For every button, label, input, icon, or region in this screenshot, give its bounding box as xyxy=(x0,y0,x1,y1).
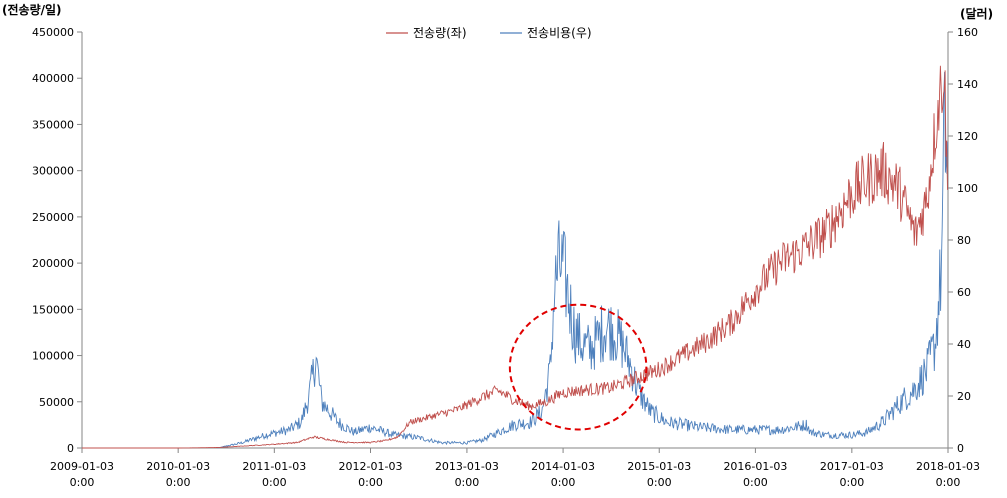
y-left-tick-label: 250000 xyxy=(32,211,74,224)
x-tick-label-time: 0:00 xyxy=(647,476,672,489)
legend-label-0: 전송량(좌) xyxy=(413,26,467,40)
x-tick-label-date: 2009-01-03 xyxy=(50,460,114,473)
x-tick-label-date: 2017-01-03 xyxy=(820,460,884,473)
x-tick-label-time: 0:00 xyxy=(262,476,287,489)
x-tick-label-date: 2011-01-03 xyxy=(242,460,306,473)
x-tick-label-date: 2014-01-03 xyxy=(531,460,595,473)
series-line-0 xyxy=(82,65,948,449)
x-tick-label-date: 2013-01-03 xyxy=(435,460,499,473)
series-layer xyxy=(82,65,949,449)
y-left-tick-label: 200000 xyxy=(32,257,74,270)
y-left-tick-label: 450000 xyxy=(32,26,74,39)
y-left-tick-label: 50000 xyxy=(39,396,74,409)
y-right-tick-label: 100 xyxy=(957,182,978,195)
x-tick-label-date: 2012-01-03 xyxy=(339,460,403,473)
x-tick-label-time: 0:00 xyxy=(358,476,383,489)
y-axis-left-unit: (전송량/일) xyxy=(2,2,62,17)
y-left-tick-label: 350000 xyxy=(32,118,74,131)
series-line-1 xyxy=(217,71,949,449)
x-tick-label-date: 2010-01-03 xyxy=(146,460,210,473)
x-tick-label-date: 2015-01-03 xyxy=(627,460,691,473)
y-right-tick-label: 140 xyxy=(957,78,978,91)
y-right-tick-label: 0 xyxy=(957,442,964,455)
y-right-tick-label: 80 xyxy=(957,234,971,247)
x-tick-label-date: 2018-01-03 xyxy=(916,460,980,473)
y-left-tick-label: 0 xyxy=(67,442,74,455)
y-left-tick-label: 400000 xyxy=(32,72,74,85)
x-tick-label-time: 0:00 xyxy=(455,476,480,489)
highlight-ellipse xyxy=(508,303,648,431)
y-right-tick-label: 160 xyxy=(957,26,978,39)
x-tick-label-time: 0:00 xyxy=(166,476,191,489)
y-right-tick-label: 120 xyxy=(957,130,978,143)
y-left-tick-label: 300000 xyxy=(32,165,74,178)
x-tick-label-time: 0:00 xyxy=(743,476,768,489)
x-tick-label-date: 2016-01-03 xyxy=(723,460,787,473)
y-right-tick-label: 20 xyxy=(957,390,971,403)
legend: 전송량(좌) 전송비용(우) xyxy=(386,26,592,40)
x-tick-label-time: 0:00 xyxy=(839,476,864,489)
legend-label-1: 전송비용(우) xyxy=(527,26,592,40)
x-tick-label-time: 0:00 xyxy=(70,476,95,489)
x-tick-label-time: 0:00 xyxy=(551,476,576,489)
x-tick-label-time: 0:00 xyxy=(936,476,961,489)
annotation-layer xyxy=(508,303,648,431)
y-right-tick-label: 40 xyxy=(957,338,971,351)
y-axis-right-unit: (달러) xyxy=(960,6,993,21)
y-right-tick-label: 60 xyxy=(957,286,971,299)
y-left-tick-label: 100000 xyxy=(32,350,74,363)
y-left-tick-label: 150000 xyxy=(32,303,74,316)
axes: 0 50000 100000 150000 200000 250000 300000 3500… xyxy=(32,26,980,489)
